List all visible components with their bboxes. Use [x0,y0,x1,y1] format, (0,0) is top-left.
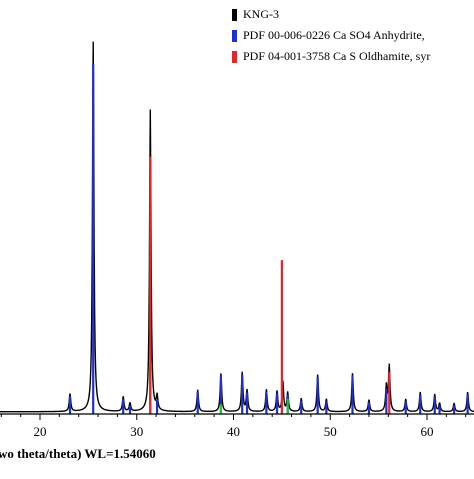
anhydrite-peak [196,392,199,414]
anhydrite-peak [245,392,249,414]
legend-item-anhydrite: PDF 00-006-0226 Ca SO4 Anhydrite, [232,25,430,46]
green-peak [219,404,223,414]
legend-swatch [232,50,237,63]
x-tick-label: 50 [324,424,337,439]
anhydrite-peak [265,391,268,414]
legend-label: PDF 00-006-0226 Ca SO4 Anhydrite, [243,28,425,42]
oldhamite-peak [388,371,391,414]
legend-swatch [232,8,237,21]
anhydrite-peak [128,405,132,414]
x-tick-label: 40 [227,424,240,439]
legend-swatch [232,29,237,42]
anhydrite-peak [155,399,159,414]
anhydrite-peak [466,394,469,414]
kng-3-pattern-line [0,41,474,413]
anhydrite-peak [300,400,303,414]
x-tick-label: 20 [34,424,47,439]
x-tick-label: 60 [421,424,434,439]
legend-label: KNG-3 [243,7,279,21]
x-tick-label: 30 [130,424,143,439]
legend: KNG-3 PDF 00-006-0226 Ca SO4 Anhydrite, … [232,4,430,67]
legend-item-oldhamite: PDF 04-001-3758 Ca S Oldhamite, syr [232,46,430,67]
anhydrite-peak [316,377,319,414]
oldhamite-peak [280,260,283,414]
anhydrite-peak [68,396,72,414]
anhydrite-peak [325,401,328,414]
anhydrite-peak [219,375,223,414]
anhydrite-peak [433,396,436,414]
oldhamite-peak [149,156,152,415]
legend-label: PDF 04-001-3758 Ca S Oldhamite, syr [243,49,431,63]
anhydrite-peak [241,374,244,414]
anhydrite-peak [367,402,371,414]
anhydrite-peak [404,401,407,414]
green-peak [286,398,289,414]
anhydrite-peak [275,393,279,414]
anhydrite-peak [452,405,456,414]
anhydrite-peak [438,405,441,414]
anhydrite-peak [351,375,354,414]
anhydrite-peak [385,388,388,414]
legend-item-kng-3: KNG-3 [232,4,430,25]
anhydrite-peak [419,394,422,414]
x-axis-label: wo theta/theta) WL=1.54060 [0,446,156,461]
anhydrite-peak [92,64,95,414]
anhydrite-peak [122,399,125,414]
